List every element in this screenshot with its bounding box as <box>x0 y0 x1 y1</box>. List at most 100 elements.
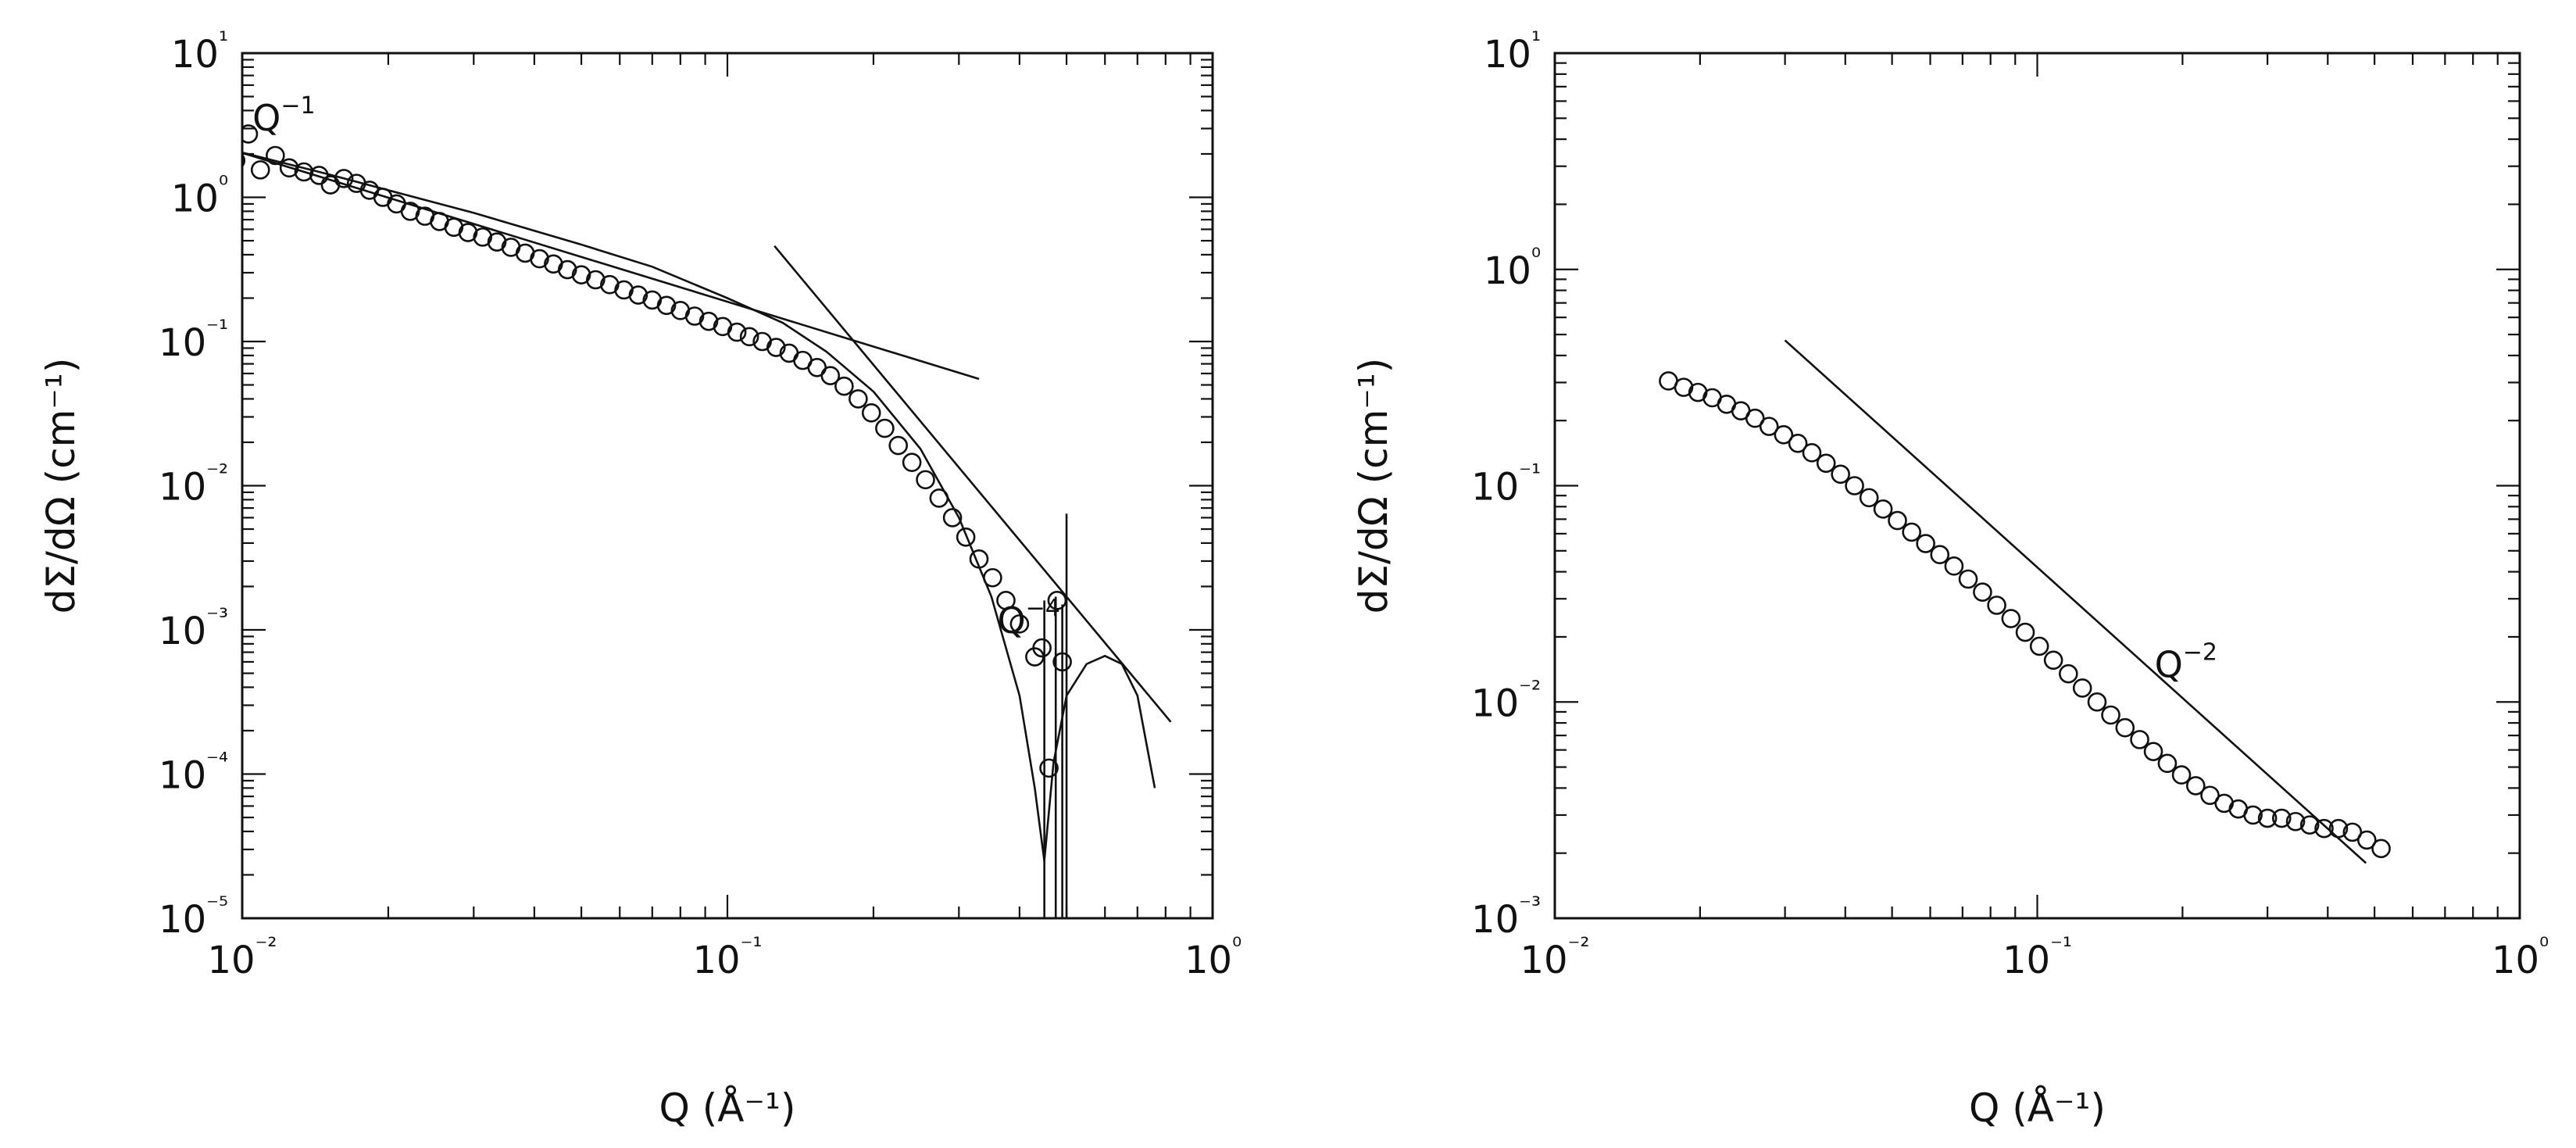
y-tick-label: 10⁰ <box>1484 244 1541 293</box>
data-point <box>875 418 895 438</box>
data-point <box>458 223 478 242</box>
data-point <box>1774 425 1794 445</box>
slope-annotation: Q−4 <box>997 595 1059 642</box>
data-point <box>902 452 922 473</box>
data-point <box>2029 636 2049 656</box>
data-point <box>1845 476 1864 495</box>
x-tick-label: 10⁰ <box>1184 933 1242 982</box>
left-panel: 10⁻² 10⁻¹ 10⁰ 10⁻⁵ 10⁻⁴ 10⁻³ 10⁻² 10⁻¹ 10⁰ 10¹ Q (… <box>38 27 1242 1131</box>
data-point <box>1987 595 2006 615</box>
plot-area <box>1659 339 2391 864</box>
data-point <box>2342 822 2363 842</box>
data-point <box>2356 830 2377 850</box>
data-point <box>766 338 786 357</box>
data-point <box>739 327 759 347</box>
y-tick-label: 10⁻² <box>159 460 228 510</box>
data-point <box>656 295 677 316</box>
data-point <box>2243 805 2263 825</box>
data-point <box>242 153 246 168</box>
data-point <box>956 527 976 547</box>
data-point <box>1831 464 1850 485</box>
data-point <box>1788 433 1808 453</box>
data-point <box>473 227 493 247</box>
data-point <box>557 259 577 280</box>
data-point <box>2143 742 2163 761</box>
data-point <box>1916 534 1935 553</box>
data-point <box>2257 808 2278 828</box>
data-point <box>1039 758 1059 778</box>
data-point <box>1802 443 1822 463</box>
data-points <box>242 124 1072 778</box>
data-point <box>888 435 909 456</box>
data-point <box>1859 488 1879 508</box>
series-line <box>774 245 1172 723</box>
x-tick-label: 10⁻¹ <box>2003 933 2072 982</box>
data-point <box>628 285 648 305</box>
data-point <box>2299 815 2320 835</box>
slope-annotation: Q−1 <box>252 92 315 139</box>
data-points <box>1659 371 2391 859</box>
data-point <box>820 366 841 385</box>
data-point <box>2285 811 2306 831</box>
data-point <box>727 322 747 342</box>
y-tick-label: 10⁻² <box>1471 676 1541 725</box>
data-point <box>530 249 549 269</box>
data-point <box>996 591 1016 610</box>
tick-marks <box>241 53 1213 920</box>
data-point <box>2059 663 2078 684</box>
data-point <box>1873 499 1893 519</box>
data-point <box>266 145 285 166</box>
data-point <box>861 402 881 423</box>
data-point <box>2200 785 2220 806</box>
plot-frame <box>1553 52 2521 920</box>
x-tick-label: 10⁻² <box>1520 933 1590 982</box>
data-point <box>1888 510 1907 531</box>
y-tick-label: 10¹ <box>171 27 228 77</box>
data-point <box>1745 408 1765 428</box>
data-point <box>586 270 606 290</box>
y-tick-label: 10⁻³ <box>159 604 228 653</box>
data-point <box>250 160 270 180</box>
data-point <box>942 508 963 528</box>
data-point <box>834 376 854 396</box>
data-point <box>2157 753 2178 774</box>
data-point <box>309 166 329 185</box>
data-point <box>2072 678 2092 698</box>
data-point <box>2001 609 2021 628</box>
y-tick-label: 10⁻⁵ <box>159 892 228 942</box>
data-point <box>1759 417 1779 436</box>
data-point <box>2130 730 2149 749</box>
data-point <box>2314 818 2334 839</box>
data-point <box>1902 522 1921 542</box>
y-axis-label: dΣ/dΩ (cm⁻¹) <box>38 358 84 614</box>
data-point <box>2015 622 2035 642</box>
data-point <box>1973 582 1992 603</box>
y-tick-label: 10⁻¹ <box>1471 460 1541 510</box>
y-axis-label: dΣ/dΩ (cm⁻¹) <box>1351 358 1396 614</box>
x-tick-label: 10⁻¹ <box>693 933 763 982</box>
y-tick-label: 10⁻³ <box>1471 892 1541 942</box>
data-point <box>279 158 299 178</box>
data-point <box>2271 808 2292 828</box>
data-point <box>1958 569 1978 589</box>
y-tick-label: 10⁰ <box>171 172 228 221</box>
error-bars <box>1043 513 1068 918</box>
series-line <box>242 151 1156 861</box>
data-point <box>698 311 719 331</box>
y-tick-label: 10⁻¹ <box>159 316 228 365</box>
data-point <box>242 124 259 144</box>
series-line <box>242 152 980 381</box>
series-line <box>1784 339 2367 864</box>
data-point <box>2043 650 2063 671</box>
x-tick-label: 10⁰ <box>2492 933 2549 982</box>
x-axis-label: Q (Å⁻¹) <box>659 1085 796 1131</box>
data-point <box>334 169 354 188</box>
data-point <box>1816 453 1836 474</box>
data-point <box>2185 776 2206 796</box>
data-point <box>294 162 314 182</box>
data-point <box>1009 614 1030 634</box>
data-point <box>2101 705 2120 725</box>
slope-annotation: Q−2 <box>2155 639 2217 686</box>
plot-area <box>242 124 1172 918</box>
